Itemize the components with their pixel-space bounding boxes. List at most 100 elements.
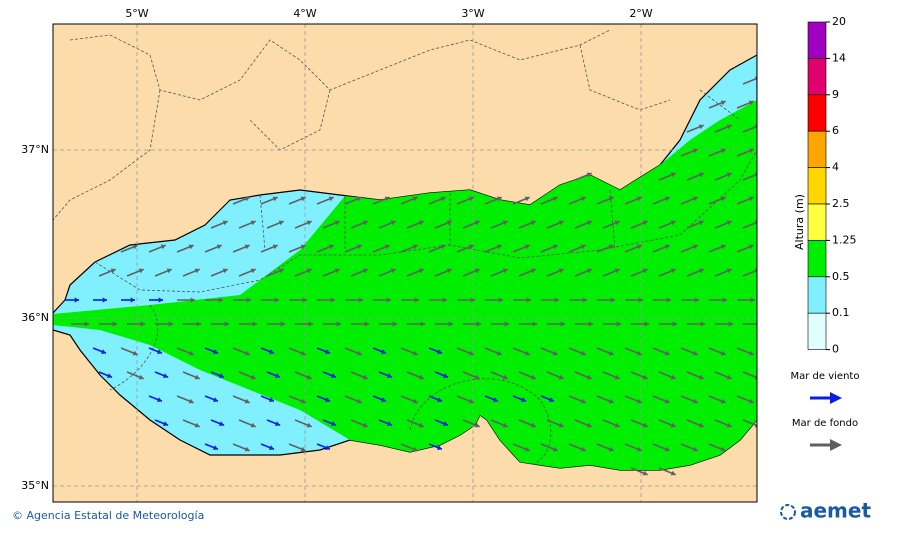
colorbar-label: 6 — [832, 124, 839, 137]
wave-arrow-head — [700, 321, 705, 327]
wave-arrow-head — [244, 398, 250, 404]
agency-name: © Agencia Estatal de Meteorología — [12, 509, 204, 522]
wave-arrow-head — [412, 350, 418, 356]
wave-arrow-head — [616, 321, 621, 327]
wave-arrow-head — [418, 374, 424, 380]
wave-arrows — [65, 76, 757, 476]
wave-arrow-head — [308, 321, 313, 327]
colorbar-label: 2.5 — [832, 197, 850, 210]
wave-arrow-head — [502, 220, 508, 226]
wave-arrow-head — [269, 349, 274, 355]
wave-arrow-head — [387, 421, 392, 427]
wave-arrow-head — [213, 397, 218, 403]
wave-arrow-head — [244, 350, 250, 356]
wave-arrow-head — [194, 268, 200, 274]
wave-arrow-head — [698, 220, 704, 226]
wave-arrow-head — [250, 220, 256, 226]
wave-arrow-head — [158, 297, 163, 303]
wave-arrow-head — [306, 220, 312, 226]
wave-arrow-head — [130, 297, 135, 303]
wave-arrow-head — [644, 321, 649, 327]
wave-arrow-head — [608, 196, 614, 202]
wave-arrow-head — [698, 422, 704, 428]
wave-arrow-head — [588, 321, 593, 327]
wave-arrow-head — [726, 220, 732, 226]
wave-arrow-head — [558, 374, 564, 380]
wave-arrow-head — [608, 446, 614, 452]
colorbar-swatch — [807, 21, 827, 59]
wave-arrow-head — [418, 268, 424, 274]
wave-arrow-head — [524, 196, 530, 202]
wave-arrow-head — [358, 297, 363, 303]
wave-arrow-head — [387, 373, 392, 379]
wave-arrow-head — [443, 421, 448, 427]
wave-arrow-head — [720, 446, 726, 452]
lon-label: 4°W — [293, 7, 316, 20]
wave-arrow-head — [638, 297, 643, 303]
wave-arrow-head — [670, 268, 676, 274]
wave-arrow-head — [552, 196, 558, 202]
lat-label: 37°N — [21, 143, 49, 156]
wave-arrow-head — [300, 196, 306, 202]
wave-arrow-head — [524, 446, 530, 452]
wave-arrow-head — [84, 321, 89, 327]
arrow-legend-head — [830, 439, 842, 451]
wave-arrow-head — [750, 297, 755, 303]
wave-arrow-head — [437, 349, 442, 355]
wave-arrow-head — [325, 445, 330, 451]
colorbar-label: 9 — [832, 88, 839, 101]
wave-arrow-head — [580, 244, 586, 250]
wave-arrow-head — [390, 268, 396, 274]
wave-arrow-head — [748, 100, 754, 106]
wave-arrow-head — [664, 398, 670, 404]
wave-arrow-head — [692, 446, 698, 452]
wave-arrow-head — [132, 350, 138, 356]
colorbar-swatch — [807, 312, 827, 350]
wave-arrow-head — [642, 470, 648, 476]
wave-arrow-head — [334, 220, 340, 226]
wave-arrow-head — [532, 321, 537, 327]
wave-arrow-head — [468, 398, 474, 404]
wave-arrow-head — [300, 244, 306, 250]
wave-arrow-head — [748, 398, 754, 404]
wave-arrow-head — [306, 422, 312, 428]
wave-arrow-head — [614, 268, 620, 274]
wave-arrow-head — [586, 422, 592, 428]
logo: aemet — [780, 499, 871, 523]
wave-arrow-head — [188, 398, 194, 404]
wave-arrow-head — [754, 422, 757, 428]
wave-arrow-head — [330, 297, 335, 303]
wave-arrow-head — [392, 321, 397, 327]
wave-arrow-head — [390, 220, 396, 226]
wave-arrow-head — [526, 297, 531, 303]
wave-arrow-head — [720, 350, 726, 356]
wave-arrow-head — [362, 422, 368, 428]
wave-arrow-head — [440, 196, 446, 202]
wave-arrow-head — [362, 268, 368, 274]
wave-arrow-head — [272, 196, 278, 202]
wave-arrow-head — [692, 196, 698, 202]
wave-arrow-head — [190, 297, 195, 303]
wave-arrow-head — [754, 374, 757, 380]
wave-arrow-head — [414, 297, 419, 303]
wave-arrow-head — [608, 244, 614, 250]
wave-arrow-head — [670, 374, 676, 380]
wave-arrow-head — [586, 220, 592, 226]
wave-arrow-head — [274, 297, 279, 303]
wave-arrow-head — [250, 374, 256, 380]
wave-arrow-head — [582, 297, 587, 303]
wave-arrow-head — [356, 350, 362, 356]
wave-arrow-head — [748, 244, 754, 250]
wave-arrow-head — [552, 446, 558, 452]
wave-arrow-head — [157, 349, 162, 355]
wave-arrow-head — [720, 100, 726, 106]
wave-arrow-head — [614, 374, 620, 380]
wave-arrow-head — [219, 421, 224, 427]
lon-label: 3°W — [461, 7, 484, 20]
wave-arrow-head — [552, 350, 558, 356]
wave-arrow-head — [213, 349, 218, 355]
wave-arrow-head — [636, 398, 642, 404]
wave-arrow-head — [194, 374, 200, 380]
wave-arrow-head — [275, 421, 280, 427]
